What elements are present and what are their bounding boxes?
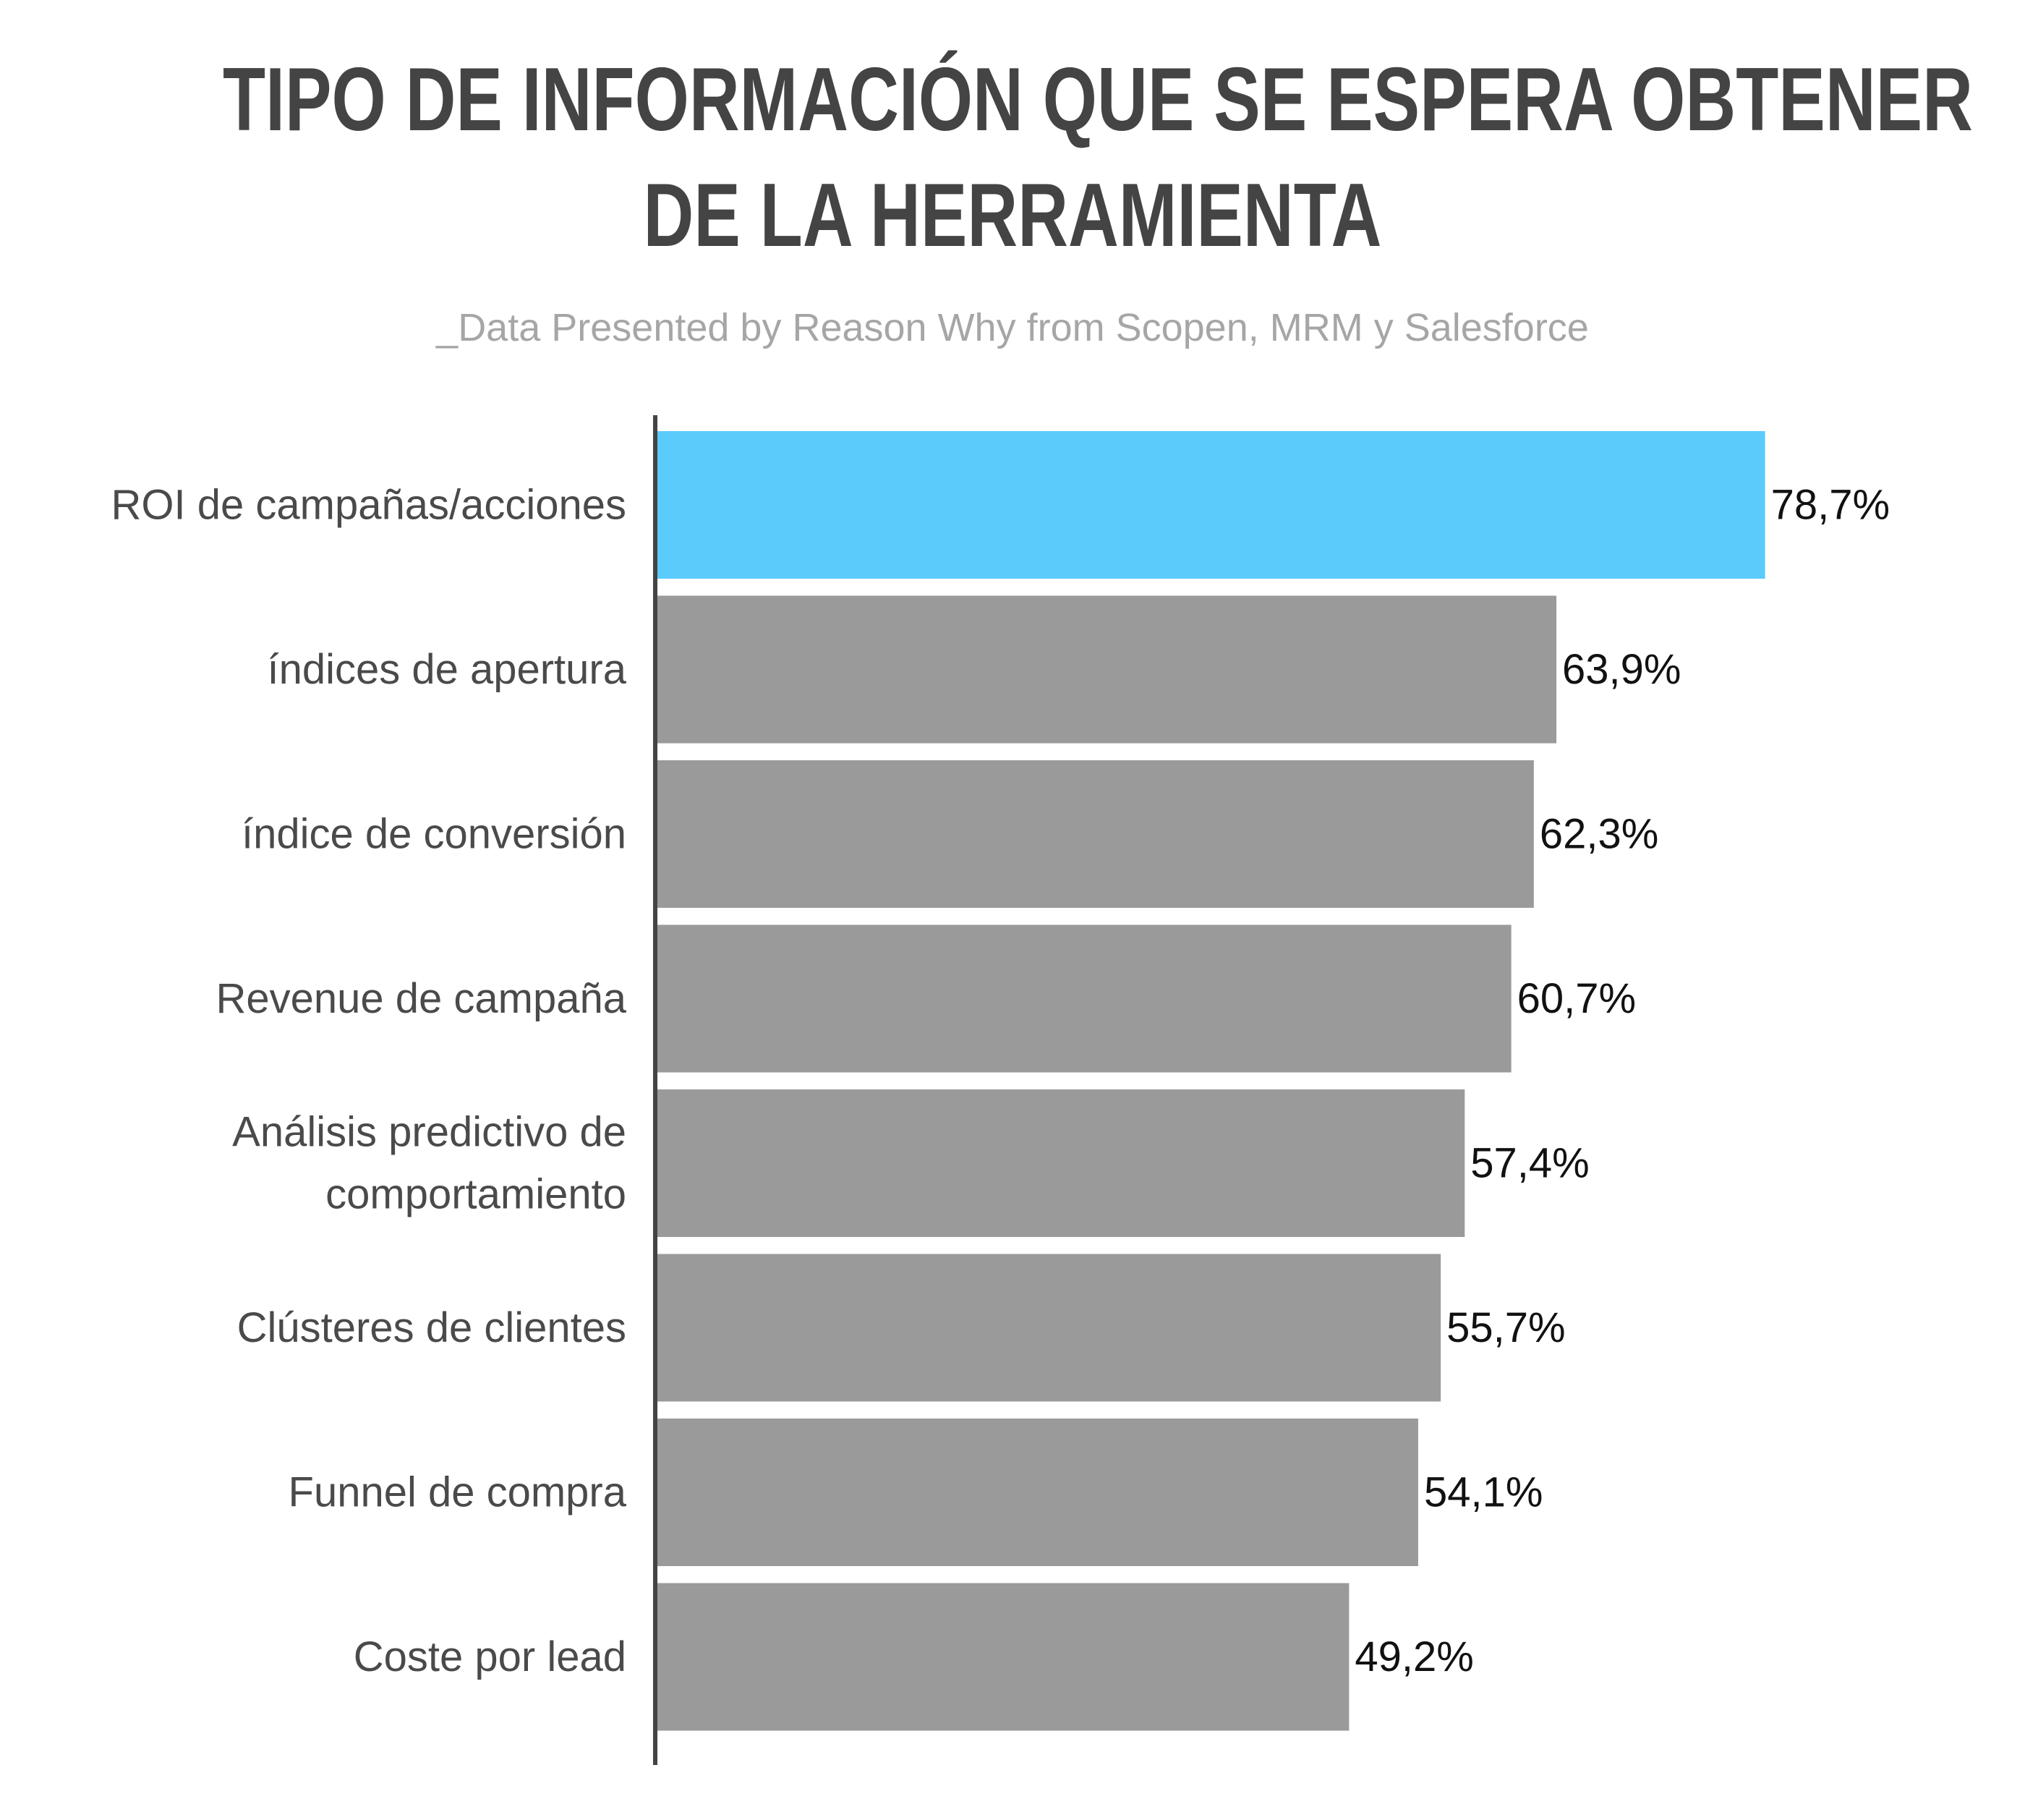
bar-5 — [655, 1089, 1465, 1237]
value-label-5: 57,4% — [1470, 1140, 1589, 1187]
chart-title-line-1: TIPO DE INFORMACIÓN QUE SE ESPERA OBTENE… — [223, 50, 1974, 150]
bar-1 — [655, 431, 1765, 579]
value-label-4: 60,7% — [1517, 975, 1636, 1022]
category-label-6: Clústeres de clientes — [237, 1304, 626, 1351]
category-label-4: Revenue de campaña — [216, 975, 626, 1022]
value-label-2: 63,9% — [1562, 646, 1681, 693]
category-label-2: índices de apertura — [267, 646, 626, 693]
chart-title-line-2: DE LA HERRAMIENTA — [643, 166, 1382, 265]
category-label-5: Análisis predictivo de comportamiento — [232, 1109, 626, 1218]
value-label-8: 49,2% — [1355, 1633, 1473, 1680]
bar-8 — [655, 1583, 1350, 1731]
chart-subtitle: _Data Presented by Reason Why from Scope… — [436, 306, 1589, 349]
bar-2 — [655, 595, 1557, 744]
value-label-7: 54,1% — [1424, 1469, 1543, 1516]
category-label-3: índice de conversión — [242, 811, 626, 858]
value-label-6: 55,7% — [1446, 1304, 1565, 1351]
bar-4 — [655, 924, 1512, 1073]
bar-7 — [655, 1419, 1418, 1566]
value-label-1: 78,7% — [1771, 482, 1890, 529]
bar-6 — [655, 1254, 1441, 1402]
category-label-1: ROI de campañas/acciones — [111, 482, 626, 529]
category-label-8: Coste por lead — [354, 1633, 626, 1680]
category-label-7: Funnel de compra — [289, 1469, 627, 1516]
value-label-3: 62,3% — [1540, 811, 1658, 858]
bar-3 — [655, 760, 1534, 908]
